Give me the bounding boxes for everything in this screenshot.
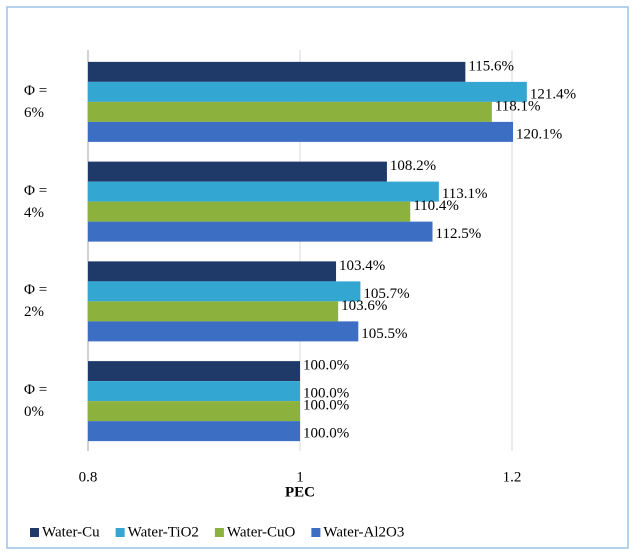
y-tick-label: Φ = 2%	[24, 282, 48, 321]
y-tick-label: Φ = 6%	[24, 82, 48, 121]
data-label: 112.5%	[436, 226, 482, 242]
bar	[88, 101, 492, 122]
legend-swatch	[30, 528, 39, 537]
bar	[88, 261, 337, 282]
bar	[88, 61, 466, 82]
data-label: 103.4%	[339, 258, 385, 274]
bar	[88, 421, 300, 442]
x-tick-label: 0.8	[79, 469, 98, 485]
bar	[88, 161, 387, 182]
legend-swatch	[115, 528, 125, 537]
legend-label: Water-TiO2	[128, 524, 199, 540]
x-tick-label: 1	[296, 469, 304, 485]
data-label: 120.1%	[516, 126, 562, 142]
data-label: 115.6%	[468, 58, 514, 74]
bar	[88, 401, 300, 422]
bar	[88, 381, 300, 402]
bar	[88, 181, 439, 202]
x-axis-label: PEC	[285, 484, 315, 500]
x-tick-label: 1.2	[503, 469, 522, 485]
data-label: 103.6%	[341, 298, 387, 314]
legend-swatch	[311, 528, 321, 537]
bar	[88, 361, 300, 382]
data-label: 121.4%	[530, 86, 576, 102]
y-tick-label: Φ = 4%	[24, 182, 48, 221]
bar	[88, 121, 514, 142]
bar	[88, 201, 411, 222]
data-label: 100.0%	[303, 386, 349, 402]
bar	[88, 301, 339, 322]
legend-label: Water-Al2O3	[323, 524, 404, 540]
data-label: 113.1%	[442, 186, 488, 202]
data-label: 100.0%	[303, 426, 349, 442]
bar	[88, 321, 359, 342]
data-label: 110.4%	[413, 198, 459, 214]
legend-swatch	[214, 528, 224, 537]
legend-label: Water-Cu	[42, 524, 100, 540]
data-label: 118.1%	[495, 98, 541, 114]
data-label: 100.0%	[303, 358, 349, 374]
data-label: 108.2%	[390, 158, 436, 174]
legend-label: Water-CuO	[227, 524, 296, 540]
bar	[88, 281, 361, 302]
data-label: 105.7%	[363, 286, 409, 302]
bar	[88, 81, 527, 102]
y-tick-label: Φ = 0%	[24, 382, 48, 421]
data-label: 100.0%	[303, 398, 349, 414]
bar	[88, 221, 433, 242]
data-label: 105.5%	[361, 326, 407, 342]
